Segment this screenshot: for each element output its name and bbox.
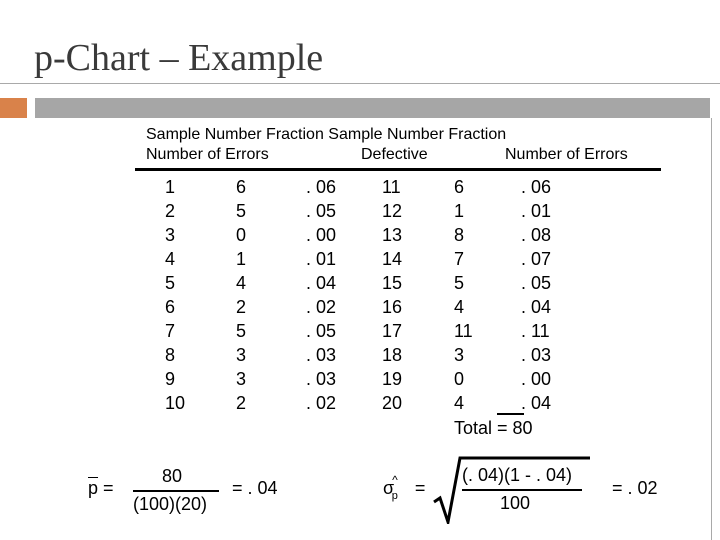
pbar-symbol: p [88,478,99,498]
table-cell: 6 [236,177,247,197]
table-cell: 0 [454,369,465,389]
pbar-symbol-group: p = [88,478,114,499]
table-cell: 19 [382,369,403,389]
table-cell: . 02 [306,297,337,317]
table-cell: 13 [382,225,403,245]
square-root-icon [433,456,590,524]
table-cell: 11 [454,321,473,341]
table-cell: 8 [165,345,176,365]
header-underline [135,168,661,171]
right-sample-column: 11 12 13 14 15 16 17 18 19 20 [382,175,402,415]
table-cell: . 04 [521,393,552,413]
table-cell: . 03 [306,345,337,365]
table-cell: 5 [165,273,176,293]
table-cell: . 06 [521,177,552,197]
table-cell: 1 [165,177,176,197]
pbar-fraction-bar [133,490,219,492]
table-cell: . 03 [306,369,337,389]
sigma-subscript: p [391,489,398,502]
accent-block [0,98,27,118]
table-cell: 4 [236,273,247,293]
right-frame-line [711,118,712,540]
header-number-of-errors-left: Number of Errors [146,146,269,163]
table-cell: 7 [165,321,176,341]
table-cell: . 05 [306,201,337,221]
table-cell: 18 [382,345,403,365]
table-cell: 8 [454,225,465,245]
table-cell: 10 [165,393,186,413]
table-cell: . 00 [521,369,552,389]
table-cell: . 04 [521,297,552,317]
table-cell: . 06 [306,177,337,197]
table-cell: 9 [165,369,176,389]
sigma-fraction-bar [462,489,582,491]
pbar-denominator: (100)(20) [133,494,208,514]
sigma-symbol-group: σ^ p = [383,473,426,502]
right-errors-column: 6 1 8 7 5 4 11 3 0 4 [454,175,473,415]
table-cell: 5 [454,273,465,293]
table-cell: 12 [382,201,403,221]
table-cell: . 03 [521,345,552,365]
table-cell: . 11 [521,321,550,341]
right-fraction-column: . 06 . 01 . 08 . 07 . 05 . 04 . 11 . 03 . 00 . 04 [521,175,551,415]
table-cell: 3 [236,345,247,365]
table-cell: 5 [236,321,247,341]
left-sample-column: 1 2 3 4 5 6 7 8 9 10 [165,175,185,415]
total-rule [497,413,524,415]
pbar-result: = . 04 [232,478,278,498]
sigma-denominator: 100 [500,493,531,513]
table-cell: 15 [382,273,403,293]
table-cell: . 05 [521,273,552,293]
table-cell: . 01 [521,201,552,221]
table-cell: 11 [382,177,401,197]
sigma-numerator: (. 04)(1 - . 04) [462,465,573,485]
sigma-hat: ^ [392,473,398,487]
table-cell: 16 [382,297,403,317]
table-cell: 1 [454,201,465,221]
table-cell: 4 [454,393,465,413]
sigma-symbol: σ [383,478,395,498]
table-cell: 14 [382,249,403,269]
accent-band [35,98,710,118]
table-cell: . 01 [306,249,337,269]
table-cell: 3 [236,369,247,389]
pbar-equals: = [103,478,114,498]
table-cell: 4 [165,249,176,269]
table-cell: 3 [165,225,176,245]
header-defective: Defective [361,146,428,163]
table-cell: . 07 [521,249,552,269]
table-cell: 3 [454,345,465,365]
table-cell: 2 [165,201,176,221]
table-cell: 2 [236,393,247,413]
total-label: Total = 80 [454,418,533,438]
table-cell: . 04 [306,273,337,293]
table-cell: 1 [236,249,247,269]
sigma-result: = . 02 [612,478,658,498]
left-errors-column: 6 5 0 1 4 2 5 3 3 2 [236,175,246,415]
table-cell: . 05 [306,321,337,341]
table-cell: 4 [454,297,465,317]
table-cell: 0 [236,225,247,245]
title-divider [0,83,720,84]
table-cell: 20 [382,393,403,413]
table-cell: 6 [454,177,465,197]
table-cell: . 00 [306,225,337,245]
table-cell: . 02 [306,393,337,413]
pbar-numerator: 80 [162,466,183,486]
table-cell: . 08 [521,225,552,245]
sigma-equals: = [414,478,426,498]
header-number-of-errors-right: Number of Errors [505,146,628,163]
slide-title: p-Chart – Example [34,37,324,79]
table-cell: 2 [236,297,247,317]
table-cell: 5 [236,201,247,221]
left-fraction-column: . 06 . 05 . 00 . 01 . 04 . 02 . 05 . 03 . 03 . 02 [306,175,336,415]
header-line-1: Sample Number Fraction Sample Number Fra… [146,126,507,143]
table-cell: 6 [165,297,176,317]
table-cell: 17 [382,321,403,341]
table-cell: 7 [454,249,465,269]
